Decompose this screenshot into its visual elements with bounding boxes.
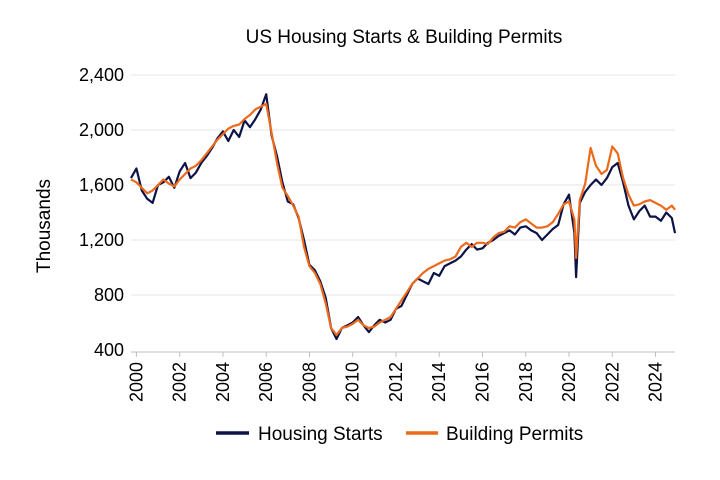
x-tick-label: 2010 — [343, 362, 363, 402]
x-tick-label: 2004 — [213, 362, 233, 402]
y-tick-label: 2,400 — [79, 65, 124, 85]
y-tick-label: 800 — [94, 285, 124, 305]
x-tick-label: 2012 — [386, 362, 406, 402]
x-tick-label: 2014 — [429, 362, 449, 402]
x-tick-label: 2002 — [170, 362, 190, 402]
y-axis-ticks: 400 800 1,200 1,600 2,000 2,400 — [79, 65, 124, 360]
series-lines — [130, 93, 677, 341]
x-tick-label: 2022 — [602, 362, 622, 402]
y-tick-label: 2,000 — [79, 120, 124, 140]
x-tick-label: 2020 — [559, 362, 579, 402]
legend-label-housing-starts: Housing Starts — [258, 424, 383, 445]
x-tick-label: 2024 — [646, 362, 666, 402]
x-tick-label: 2008 — [299, 362, 319, 402]
legend-label-building-permits: Building Permits — [446, 424, 583, 445]
x-tick-label: 2006 — [256, 362, 276, 402]
x-tick-label: 2018 — [516, 362, 536, 402]
y-axis-label: Thousands — [34, 179, 55, 273]
y-tick-label: 1,600 — [79, 175, 124, 195]
y-tick-label: 400 — [94, 340, 124, 360]
series-line-housing-starts — [130, 93, 677, 341]
chart-title: US Housing Starts & Building Permits — [246, 27, 563, 48]
x-axis-ticks: 2000 2002 2004 2006 2008 2010 2012 2014 2016 2018… — [126, 352, 666, 402]
x-tick-label: 2000 — [126, 362, 146, 402]
legend: Housing Starts Building Permits — [216, 424, 583, 445]
gridlines — [131, 74, 675, 353]
x-tick-label: 2016 — [472, 362, 492, 402]
y-tick-label: 1,200 — [79, 230, 124, 250]
series-line-building-permits — [130, 102, 676, 336]
